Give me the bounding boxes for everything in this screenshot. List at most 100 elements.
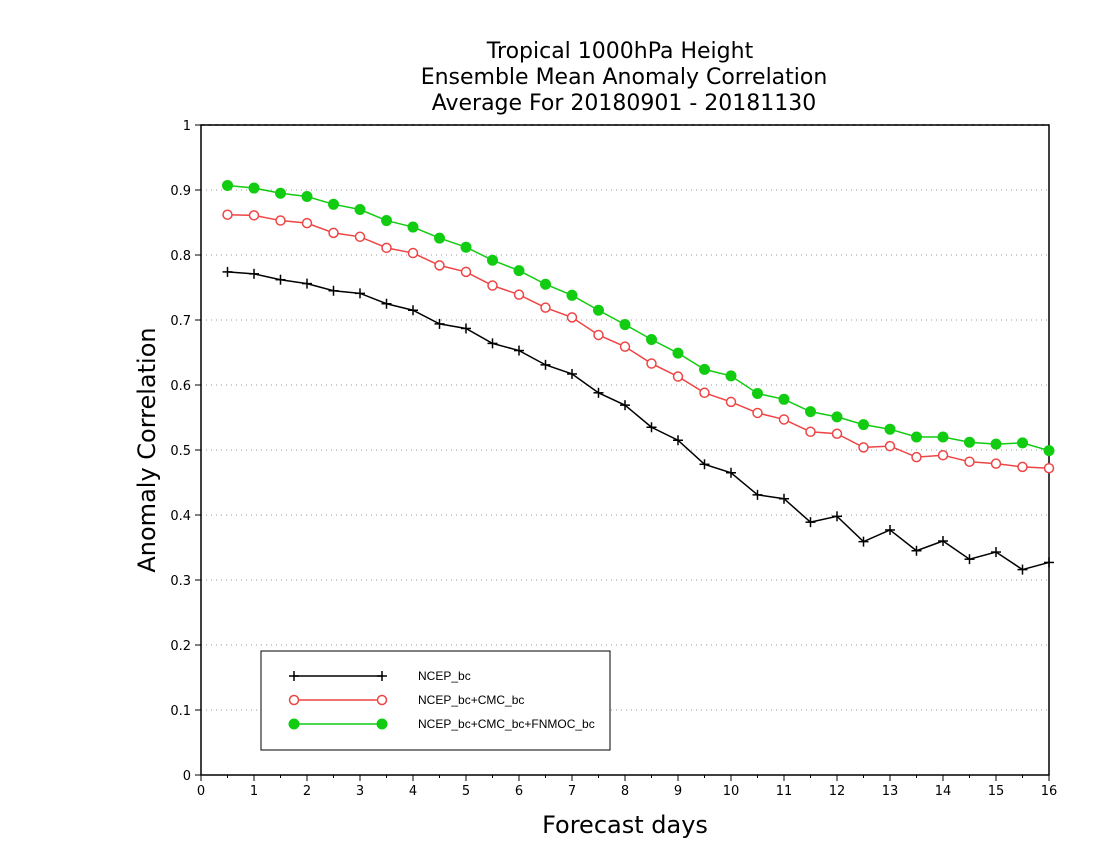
series-2-marker <box>619 319 631 331</box>
chart-title-line-2: Ensemble Mean Anomaly Correlation <box>421 65 828 90</box>
legend-entry-0-label: NCEP_bc <box>418 669 471 683</box>
series-1 <box>222 209 1055 474</box>
series-0-marker <box>328 285 339 296</box>
legend: NCEP_bc NCEP_bc+CMC_bc NCEP_bc+CMC_bc+FNMO… <box>260 650 611 751</box>
legend-entry-2: NCEP_bc+CMC_bc+FNMOC_bc <box>288 717 595 731</box>
series-1-marker <box>619 341 631 352</box>
series-1-marker <box>805 426 816 438</box>
series-0-marker <box>752 489 763 500</box>
series-2-marker <box>593 304 604 316</box>
series-2-marker <box>805 406 816 418</box>
x-tick-label: 7 <box>568 784 576 799</box>
series-2-marker <box>566 289 578 301</box>
series-1-marker <box>937 449 949 461</box>
series-2-marker <box>778 393 790 405</box>
legend-entry-1-end-marker <box>376 694 388 706</box>
x-axis-label: Forecast days <box>542 811 708 839</box>
series-0-marker <box>355 288 365 299</box>
series-1-marker <box>222 209 233 220</box>
x-tick-label: 11 <box>776 784 793 799</box>
legend-entry-2-label: NCEP_bc+CMC_bc+FNMOC_bc <box>418 717 595 731</box>
y-tick-label: 0.6 <box>170 379 191 394</box>
series-0-marker <box>1044 557 1054 568</box>
series-0-marker <box>514 345 524 356</box>
y-axis-label: Anomaly Correlation <box>133 327 161 572</box>
series-0-marker <box>911 545 922 556</box>
x-tick-label: 9 <box>674 784 682 799</box>
y-tick-label: 0.8 <box>170 249 191 264</box>
legend-entry-2-start-marker <box>288 718 300 730</box>
series-layer <box>222 179 1055 575</box>
y-tick-label: 0.3 <box>170 574 191 589</box>
series-1-marker <box>381 242 392 254</box>
series-1-marker <box>566 312 578 323</box>
x-tick-label: 14 <box>935 784 952 799</box>
series-0-marker <box>461 323 471 334</box>
series-1-marker <box>540 302 551 313</box>
series-0-line <box>227 271 1050 571</box>
series-1-line <box>227 213 1050 469</box>
y-tick-label: 0.5 <box>170 444 191 459</box>
legend-entry-0: NCEP_bc <box>289 669 471 683</box>
series-2-marker <box>831 411 843 423</box>
series-2-marker <box>858 419 869 431</box>
series-0-marker <box>408 305 418 316</box>
x-tick-label: 15 <box>988 784 1005 799</box>
series-2 <box>222 179 1055 457</box>
series-1-marker <box>1043 462 1055 474</box>
series-1-marker <box>831 428 843 439</box>
series-0-marker <box>302 278 312 289</box>
series-2-marker <box>699 363 710 375</box>
series-0-marker <box>885 524 895 535</box>
y-tick-label: 0.9 <box>170 184 191 199</box>
series-2-marker <box>354 204 366 215</box>
series-1-marker <box>699 387 710 399</box>
series-2-marker <box>752 387 763 399</box>
x-tick-label: 1 <box>250 784 258 799</box>
series-1-marker <box>911 451 922 463</box>
series-2-marker <box>275 187 286 199</box>
series-0-marker <box>434 318 445 329</box>
series-2-marker <box>540 278 551 290</box>
series-1-marker <box>301 217 313 229</box>
series-2-marker <box>487 254 498 266</box>
series-1-marker <box>646 358 657 369</box>
legend-entry-1-start-marker <box>288 694 300 706</box>
series-0-marker <box>222 266 233 277</box>
series-2-marker <box>407 221 419 233</box>
series-2-marker <box>725 370 737 382</box>
series-0-marker <box>858 536 869 547</box>
x-tick-label: 3 <box>356 784 364 799</box>
series-1-marker <box>407 247 419 259</box>
series-2-marker <box>937 431 949 443</box>
series-2-marker <box>513 265 525 277</box>
series-1-marker <box>354 231 366 243</box>
series-0-marker <box>275 274 286 285</box>
series-2-marker <box>672 347 684 359</box>
y-tick-label: 0.1 <box>170 704 191 719</box>
series-0-marker <box>699 459 710 470</box>
series-2-marker <box>911 431 922 443</box>
series-1-marker <box>1017 461 1028 473</box>
legend-entry-0-start-marker <box>289 671 299 681</box>
x-tick-label: 16 <box>1041 784 1058 799</box>
x-tick-label: 2 <box>303 784 311 799</box>
chart-title-line-3: Average For 20180901 - 20181130 <box>432 91 817 116</box>
x-tick-label: 0 <box>197 784 205 799</box>
series-0-marker <box>779 493 789 504</box>
series-2-marker <box>1017 437 1028 449</box>
series-2-marker <box>1043 445 1055 457</box>
x-tick-label: 12 <box>829 784 846 799</box>
series-1-marker <box>460 266 472 278</box>
series-0-marker <box>964 554 975 565</box>
y-tick-label: 0.7 <box>170 314 191 329</box>
series-2-marker <box>248 182 260 194</box>
series-1-marker <box>328 227 339 239</box>
series-0-marker <box>620 400 630 411</box>
series-0-marker <box>567 368 577 379</box>
legend-entry-0-end-marker <box>377 671 387 681</box>
series-2-marker <box>884 423 896 435</box>
series-2-marker <box>301 191 313 202</box>
series-0-marker <box>832 511 842 522</box>
series-1-marker <box>248 210 260 221</box>
